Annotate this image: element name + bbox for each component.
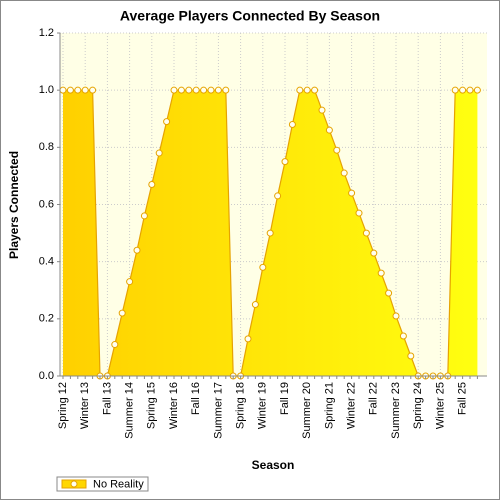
point: [259, 263, 267, 271]
point: [185, 86, 193, 94]
y-tick-label: 0.4: [39, 256, 54, 268]
point: [111, 341, 119, 349]
x-tick-label: Winter 16: [168, 382, 180, 429]
legend-label: No Reality: [93, 478, 144, 490]
y-tick-label: 1.2: [39, 27, 54, 39]
point: [333, 146, 341, 154]
point: [214, 86, 222, 94]
point: [170, 86, 178, 94]
point: [274, 192, 282, 200]
x-tick-label: Winter 19: [257, 382, 269, 429]
point: [466, 86, 474, 94]
point: [318, 106, 326, 114]
point: [140, 212, 148, 220]
x-tick-label: Fall 13: [101, 382, 113, 415]
point: [251, 301, 259, 309]
point: [192, 86, 200, 94]
point: [200, 86, 208, 94]
x-tick-label: Fall 25: [457, 382, 469, 415]
point: [59, 86, 67, 94]
point: [362, 229, 370, 237]
point: [303, 86, 311, 94]
point: [74, 86, 82, 94]
point: [66, 86, 74, 94]
x-tick-label: Winter 25: [434, 382, 446, 429]
y-tick-label: 0.2: [39, 313, 54, 325]
point: [325, 126, 333, 134]
x-tick-label: Fall 22: [368, 382, 380, 415]
point: [377, 269, 385, 277]
x-tick-label: Fall 16: [190, 382, 202, 415]
point: [81, 86, 89, 94]
point: [222, 86, 230, 94]
point: [207, 86, 215, 94]
x-tick-label: Spring 21: [323, 382, 335, 429]
x-tick-label: Spring 24: [412, 382, 424, 429]
legend-marker: [70, 480, 78, 488]
point: [148, 180, 156, 188]
point: [266, 229, 274, 237]
point: [355, 209, 363, 217]
y-tick-label: 0.6: [39, 198, 54, 210]
point: [340, 169, 348, 177]
x-tick-label: Summer 17: [212, 382, 224, 439]
point: [296, 86, 304, 94]
point: [126, 278, 134, 286]
x-tick-label: Summer 23: [390, 382, 402, 439]
point: [392, 312, 400, 320]
point: [244, 335, 252, 343]
point: [288, 120, 296, 128]
x-tick-label: Spring 15: [146, 382, 158, 429]
point: [348, 189, 356, 197]
x-axis-title: Season: [252, 458, 295, 472]
point: [311, 86, 319, 94]
point: [155, 149, 163, 157]
point: [118, 309, 126, 317]
y-axis-title: Players Connected: [7, 151, 21, 259]
point: [89, 86, 97, 94]
point: [163, 118, 171, 126]
chart-title: Average Players Connected By Season: [120, 8, 380, 24]
y-tick-label: 0.0: [39, 370, 54, 382]
point: [473, 86, 481, 94]
x-tick-label: Spring 12: [57, 382, 69, 429]
point: [451, 86, 459, 94]
point: [385, 289, 393, 297]
point: [177, 86, 185, 94]
x-tick-label: Spring 18: [235, 382, 247, 429]
point: [407, 352, 415, 360]
x-tick-label: Summer 20: [301, 382, 313, 439]
x-tick-label: Summer 14: [124, 382, 136, 439]
x-tick-label: Winter 22: [346, 382, 358, 429]
y-tick-label: 1.0: [39, 84, 54, 96]
point: [370, 249, 378, 257]
y-tick-label: 0.8: [39, 141, 54, 153]
point: [133, 246, 141, 254]
point: [399, 332, 407, 340]
point: [281, 158, 289, 166]
point: [459, 86, 467, 94]
x-tick-label: Fall 19: [279, 382, 291, 415]
x-tick-label: Winter 13: [79, 382, 91, 429]
